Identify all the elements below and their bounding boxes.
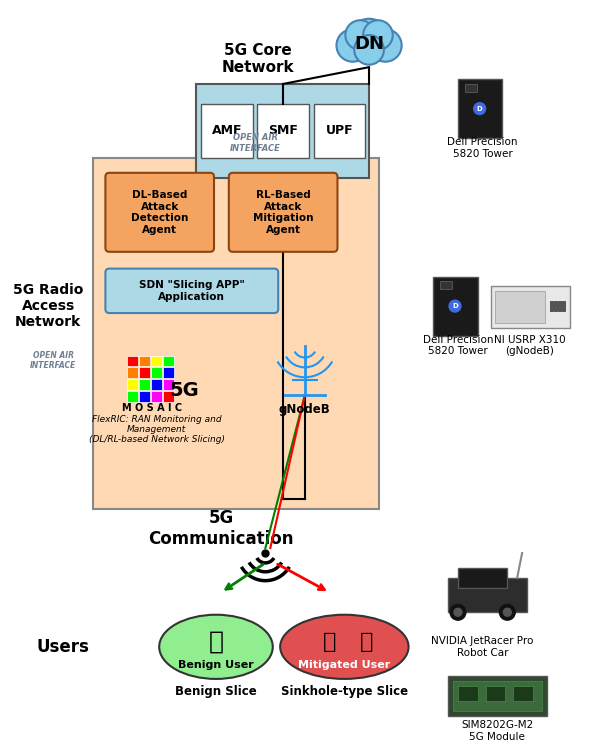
Bar xyxy=(151,367,161,378)
Bar xyxy=(163,355,174,367)
Bar xyxy=(151,355,161,367)
Circle shape xyxy=(354,35,384,65)
Bar xyxy=(550,301,552,311)
Bar xyxy=(127,379,138,390)
Bar xyxy=(458,686,478,701)
Text: OPEN AIR
INTERFACE: OPEN AIR INTERFACE xyxy=(230,134,281,153)
Text: FlexRIC: RAN Monitoring and
Management
(DL/RL-based Network Slicing): FlexRIC: RAN Monitoring and Management (… xyxy=(89,415,225,444)
Bar xyxy=(163,391,174,402)
Bar xyxy=(453,681,542,711)
Text: 🚗: 🚗 xyxy=(209,630,223,654)
Text: 5G
Communication: 5G Communication xyxy=(148,509,294,548)
Bar xyxy=(151,379,161,390)
Text: 5G: 5G xyxy=(170,381,199,400)
Text: 5G Core
Network: 5G Core Network xyxy=(221,43,294,76)
Bar xyxy=(485,686,505,701)
Bar xyxy=(562,301,565,311)
Text: SDN "Slicing APP"
Application: SDN "Slicing APP" Application xyxy=(139,280,245,302)
Bar xyxy=(196,84,369,178)
Bar xyxy=(314,104,365,158)
Circle shape xyxy=(449,301,461,312)
Bar xyxy=(495,292,545,323)
Text: M O S A I C: M O S A I C xyxy=(122,403,182,413)
Text: RL-Based
Attack
Mitigation
Agent: RL-Based Attack Mitigation Agent xyxy=(253,190,313,234)
Bar xyxy=(127,391,138,402)
Bar xyxy=(201,104,253,158)
Circle shape xyxy=(450,605,466,620)
Circle shape xyxy=(454,608,462,616)
Bar xyxy=(151,391,161,402)
Text: AMF: AMF xyxy=(211,125,242,137)
Text: D: D xyxy=(452,303,458,309)
Circle shape xyxy=(363,20,393,50)
Bar xyxy=(163,367,174,378)
Text: Users: Users xyxy=(37,638,90,656)
Text: UPF: UPF xyxy=(326,125,353,137)
Text: SMF: SMF xyxy=(268,125,298,137)
Bar xyxy=(558,301,561,311)
Text: Sinkhole-type Slice: Sinkhole-type Slice xyxy=(281,685,408,697)
Text: Benign Slice: Benign Slice xyxy=(175,685,257,697)
Text: 5G Radio
Access
Network: 5G Radio Access Network xyxy=(13,283,83,329)
Text: DL-Based
Attack
Detection
Agent: DL-Based Attack Detection Agent xyxy=(131,190,188,234)
Bar xyxy=(163,379,174,390)
Bar xyxy=(92,158,379,508)
Bar xyxy=(491,286,570,328)
Bar xyxy=(139,355,150,367)
Circle shape xyxy=(336,29,369,62)
Text: NVIDIA JetRacer Pro
Robot Car: NVIDIA JetRacer Pro Robot Car xyxy=(431,636,534,657)
Text: Dell Precision
5820 Tower: Dell Precision 5820 Tower xyxy=(448,137,518,159)
Bar xyxy=(465,84,477,92)
Bar xyxy=(257,104,309,158)
FancyBboxPatch shape xyxy=(229,173,337,252)
Circle shape xyxy=(504,608,511,616)
Bar xyxy=(139,391,150,402)
FancyBboxPatch shape xyxy=(105,173,214,252)
Circle shape xyxy=(345,20,375,50)
Text: D: D xyxy=(477,105,482,111)
Text: DN: DN xyxy=(354,36,384,53)
Text: SIM8202G-M2
5G Module: SIM8202G-M2 5G Module xyxy=(461,720,534,741)
Text: 🕵: 🕵 xyxy=(359,632,373,652)
Bar xyxy=(448,578,527,612)
FancyBboxPatch shape xyxy=(105,269,278,313)
Text: 🚗: 🚗 xyxy=(323,632,336,652)
Bar xyxy=(513,686,533,701)
Text: Mitigated User: Mitigated User xyxy=(298,660,391,669)
Ellipse shape xyxy=(159,614,273,679)
Circle shape xyxy=(474,102,485,114)
Bar xyxy=(127,355,138,367)
Bar xyxy=(458,79,502,138)
Text: Benign User: Benign User xyxy=(178,660,254,669)
Bar xyxy=(554,301,557,311)
Bar xyxy=(458,568,507,588)
Circle shape xyxy=(499,605,515,620)
Bar xyxy=(139,367,150,378)
Bar xyxy=(127,367,138,378)
Bar xyxy=(448,677,547,716)
Bar xyxy=(434,277,478,336)
Text: OPEN AIR
INTERFACE: OPEN AIR INTERFACE xyxy=(30,351,76,370)
Text: Dell Precision
5820 Tower: Dell Precision 5820 Tower xyxy=(423,335,493,356)
Circle shape xyxy=(369,29,402,62)
Bar xyxy=(139,379,150,390)
Text: NI USRP X310
(gNodeB): NI USRP X310 (gNodeB) xyxy=(494,335,566,356)
Ellipse shape xyxy=(280,614,409,679)
Bar xyxy=(440,281,452,289)
Text: gNodeB: gNodeB xyxy=(279,404,331,416)
Circle shape xyxy=(348,19,390,60)
